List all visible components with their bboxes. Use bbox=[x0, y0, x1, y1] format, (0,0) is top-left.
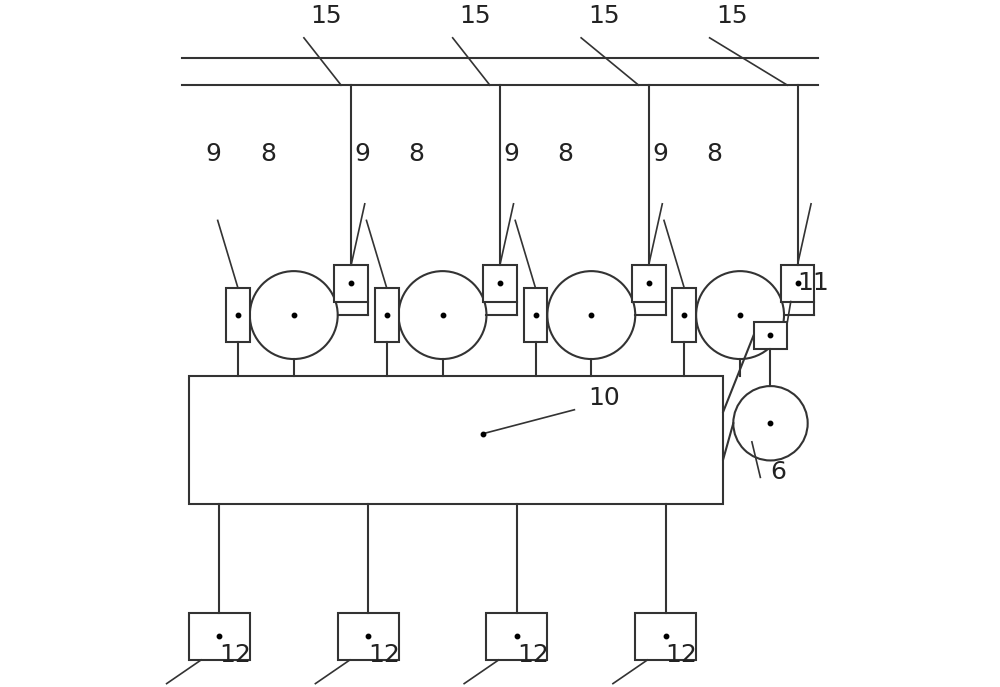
Text: 11: 11 bbox=[798, 271, 829, 295]
Text: 9: 9 bbox=[503, 142, 519, 166]
Text: 15: 15 bbox=[311, 3, 342, 27]
Text: 9: 9 bbox=[355, 142, 370, 166]
Text: 12: 12 bbox=[666, 643, 698, 667]
Circle shape bbox=[250, 271, 338, 359]
Text: 8: 8 bbox=[557, 142, 573, 166]
Text: 6: 6 bbox=[770, 460, 786, 484]
Circle shape bbox=[399, 271, 486, 359]
FancyBboxPatch shape bbox=[189, 376, 723, 504]
FancyBboxPatch shape bbox=[189, 613, 250, 660]
Text: 9: 9 bbox=[652, 142, 668, 166]
FancyBboxPatch shape bbox=[781, 264, 814, 302]
FancyBboxPatch shape bbox=[524, 288, 547, 342]
Text: 8: 8 bbox=[260, 142, 276, 166]
Text: 15: 15 bbox=[716, 3, 748, 27]
Text: 12: 12 bbox=[219, 643, 251, 667]
FancyBboxPatch shape bbox=[632, 264, 666, 302]
Circle shape bbox=[547, 271, 635, 359]
FancyBboxPatch shape bbox=[334, 264, 368, 302]
FancyBboxPatch shape bbox=[483, 264, 517, 302]
Circle shape bbox=[696, 271, 784, 359]
Text: 15: 15 bbox=[588, 3, 620, 27]
FancyBboxPatch shape bbox=[635, 613, 696, 660]
Text: 12: 12 bbox=[517, 643, 549, 667]
FancyBboxPatch shape bbox=[754, 322, 787, 349]
Text: 8: 8 bbox=[409, 142, 425, 166]
Circle shape bbox=[733, 386, 808, 460]
FancyBboxPatch shape bbox=[672, 288, 696, 342]
Text: 9: 9 bbox=[206, 142, 222, 166]
FancyBboxPatch shape bbox=[486, 613, 547, 660]
Text: 10: 10 bbox=[588, 385, 620, 409]
FancyBboxPatch shape bbox=[338, 613, 399, 660]
FancyBboxPatch shape bbox=[375, 288, 399, 342]
Text: 15: 15 bbox=[459, 3, 491, 27]
Text: 12: 12 bbox=[368, 643, 400, 667]
FancyBboxPatch shape bbox=[226, 288, 250, 342]
Text: 8: 8 bbox=[706, 142, 722, 166]
